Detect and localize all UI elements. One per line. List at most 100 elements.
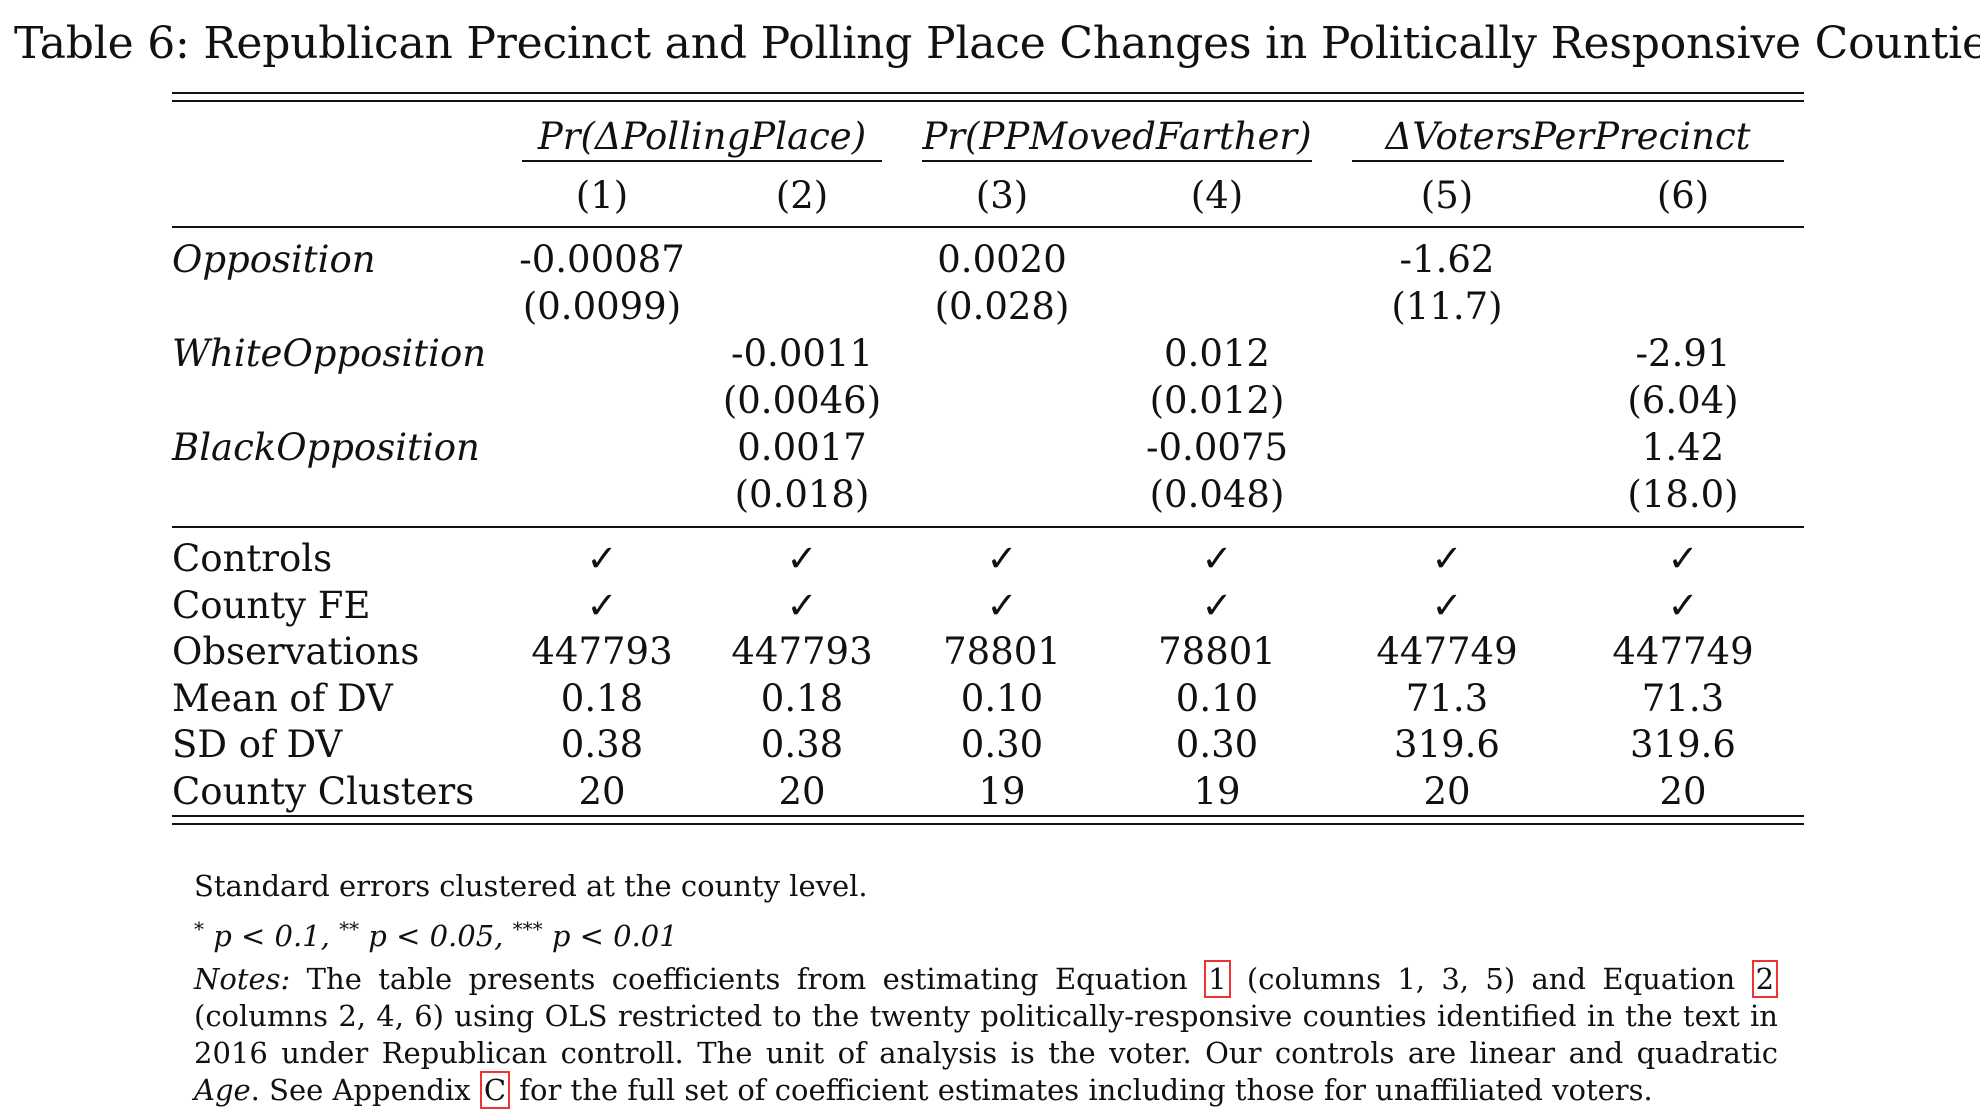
checkmark-icon: ✓ [586, 537, 618, 580]
row-label: Opposition [172, 238, 376, 281]
coef-cell [1102, 236, 1332, 283]
sig-star: ** [339, 917, 360, 941]
coef-row-opposition: Opposition -0.00087 0.0020 -1.62 [172, 236, 1804, 283]
stat-cell: 447793 [731, 630, 873, 673]
column-number: (2) [775, 173, 829, 217]
notes-text: (columns 2, 4, 6) using OLS restricted t… [194, 999, 1778, 1070]
significance-note: * p < 0.1, ** p < 0.05, *** p < 0.01 [194, 911, 1778, 955]
bottom-rule [172, 815, 1804, 825]
se-cell: (0.018) [734, 473, 870, 516]
se-cell [1562, 283, 1804, 330]
se-cell [1332, 471, 1562, 518]
se-cell [902, 471, 1102, 518]
coef-cell [902, 330, 1102, 377]
coef-cell: -2.91 [1635, 332, 1731, 375]
stat-cell: 78801 [943, 630, 1061, 673]
stat-cell: 20 [578, 769, 626, 813]
se-cell [902, 377, 1102, 424]
column-number: (1) [575, 173, 629, 217]
notes-age: Age [194, 1073, 251, 1107]
stat-cell: 20 [1659, 769, 1707, 813]
stat-cell: 20 [778, 769, 826, 813]
coef-cell [502, 424, 702, 471]
mid-rule [172, 526, 1804, 528]
row-label: BlackOpposition [172, 426, 480, 469]
se-cell: (0.0099) [522, 285, 682, 328]
row-label: Controls [172, 537, 333, 580]
stat-cell: 71.3 [1405, 676, 1489, 720]
stat-cell: 0.38 [760, 723, 844, 766]
coef-cell [1562, 236, 1804, 283]
row-label: Observations [172, 630, 420, 673]
stat-cell: 19 [978, 769, 1026, 813]
se-cell: (11.7) [1391, 285, 1503, 328]
stat-cell: 0.18 [760, 676, 844, 720]
se-cell [1332, 377, 1562, 424]
row-label: County FE [172, 583, 371, 627]
checkmark-icon: ✓ [1667, 583, 1699, 627]
coefficient-block: Opposition -0.00087 0.0020 -1.62 (0.0099… [172, 228, 1804, 526]
coef-row-black-opposition: BlackOpposition 0.0017 -0.0075 1.42 [172, 424, 1804, 471]
se-cell [1102, 283, 1332, 330]
stat-row-controls: Controls ✓ ✓ ✓ ✓ ✓ ✓ [172, 536, 1804, 583]
se-cell: (6.04) [1627, 379, 1739, 422]
group-label-voters-per-precinct: ΔVotersPerPrecinct [1352, 115, 1785, 162]
group-label-moved-farther: Pr(PPMovedFarther) [922, 115, 1313, 162]
se-cell: (0.0046) [722, 379, 882, 422]
column-number: (5) [1420, 173, 1474, 217]
stat-cell: 19 [1193, 769, 1241, 813]
se-cell: (0.012) [1149, 379, 1285, 422]
coef-cell: 0.0017 [737, 426, 867, 469]
group-label-polling-place: Pr(ΔPollingPlace) [522, 115, 882, 162]
se-cell: (0.028) [934, 285, 1070, 328]
checkmark-icon: ✓ [1431, 583, 1463, 627]
equation-link[interactable]: 1 [1204, 960, 1231, 998]
se-row-white-opposition: (0.0046) (0.012) (6.04) [172, 377, 1804, 424]
coef-cell: -0.0011 [731, 332, 873, 375]
checkmark-icon: ✓ [786, 537, 818, 580]
checkmark-icon: ✓ [586, 583, 618, 627]
coef-cell [1332, 424, 1562, 471]
coef-cell: 0.0020 [937, 238, 1067, 281]
statistics-block: Controls ✓ ✓ ✓ ✓ ✓ ✓ County FE ✓ ✓ ✓ ✓ ✓… [172, 528, 1804, 815]
coef-cell [902, 424, 1102, 471]
table-caption: Table 6: Republican Precinct and Polling… [14, 18, 1980, 69]
column-number: (4) [1190, 173, 1244, 217]
stat-row-mean-dv: Mean of DV 0.18 0.18 0.10 0.10 71.3 71.3 [172, 676, 1804, 723]
stat-cell: 447793 [531, 630, 673, 673]
appendix-link[interactable]: C [479, 1071, 511, 1109]
stat-cell: 0.10 [960, 676, 1044, 720]
table-notes: Standard errors clustered at the county … [194, 868, 1779, 1109]
coef-cell: -1.62 [1399, 238, 1495, 281]
equation-link[interactable]: 2 [1751, 960, 1779, 998]
row-label: SD of DV [172, 723, 343, 766]
top-rule [172, 92, 1804, 102]
row-label: WhiteOpposition [172, 332, 487, 375]
stat-cell: 0.18 [560, 676, 644, 720]
stat-cell: 0.38 [560, 723, 644, 766]
notes-text: . See Appendix [250, 1073, 480, 1107]
stat-cell: 319.6 [1630, 723, 1736, 766]
notes-text: (columns 1, 3, 5) and Equation [1230, 962, 1752, 996]
checkmark-icon: ✓ [786, 583, 818, 627]
stat-cell: 319.6 [1394, 723, 1500, 766]
coef-cell [1332, 330, 1562, 377]
stat-row-observations: Observations 447793 447793 78801 78801 4… [172, 629, 1804, 676]
se-cell: (18.0) [1627, 473, 1739, 516]
column-number: (3) [975, 173, 1029, 217]
checkmark-icon: ✓ [1201, 583, 1233, 627]
regression-table: Pr(ΔPollingPlace) Pr(PPMovedFarther) ΔVo… [172, 92, 1804, 825]
se-cell [702, 283, 902, 330]
coef-cell: -0.0075 [1146, 426, 1288, 469]
table-body: Pr(ΔPollingPlace) Pr(PPMovedFarther) ΔVo… [172, 102, 1804, 226]
se-cell [502, 471, 702, 518]
sig-threshold: p < 0.05, [368, 919, 504, 953]
stat-cell: 20 [1423, 769, 1471, 813]
checkmark-icon: ✓ [1431, 537, 1463, 580]
notes-text: for the full set of coefficient estimate… [510, 1073, 1653, 1107]
stat-cell: 78801 [1158, 630, 1276, 673]
group-header-row: Pr(ΔPollingPlace) Pr(PPMovedFarther) ΔVo… [172, 102, 1804, 164]
stat-row-sd-dv: SD of DV 0.38 0.38 0.30 0.30 319.6 319.6 [172, 722, 1804, 769]
stat-cell: 0.30 [960, 723, 1044, 766]
row-label: County Clusters [172, 769, 475, 813]
